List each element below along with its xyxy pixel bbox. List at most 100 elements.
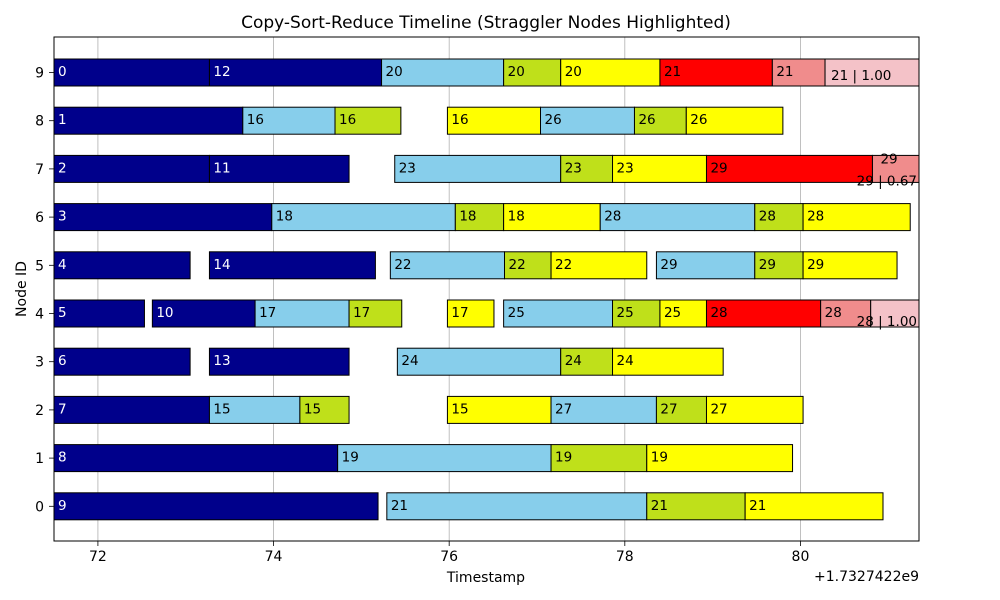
bar-label: 26 [545, 112, 562, 128]
timeline-bar [504, 251, 552, 280]
bar-label: 8 [58, 450, 67, 466]
timeline-bar [446, 395, 552, 424]
bar-label: 3 [58, 209, 67, 225]
y-tick-label: 1 [35, 451, 44, 467]
timeline-bar [53, 395, 210, 424]
timeline-bar [802, 203, 911, 232]
plot-frame [53, 36, 920, 542]
timeline-bar [503, 299, 614, 328]
y-tick-label: 2 [35, 403, 44, 419]
timeline-bar [870, 299, 920, 328]
timeline-bar [599, 203, 756, 232]
bar-label: 12 [213, 64, 230, 80]
timeline-bar [271, 203, 456, 232]
timeline-bar [208, 347, 350, 376]
timeline-bar [208, 154, 350, 183]
timeline-bar [53, 299, 145, 328]
labels-layer: 0 12 20 20 20 21 21 21 | 1.001 16 16 16 26 26 262 11 23… [58, 64, 917, 514]
bar-label: 21 [651, 498, 668, 514]
bar-label: 21 | 1.00 [831, 68, 891, 84]
timeline-bar [454, 203, 505, 232]
timeline-bar [754, 203, 804, 232]
bar-label: 20 [386, 64, 403, 80]
bar-label: 29 [710, 160, 727, 176]
bar-label: 17 [353, 305, 370, 321]
bar-label: 27 [660, 401, 677, 417]
timeline-bar [655, 251, 756, 280]
timeline-bar [53, 154, 210, 183]
bar-label: 24 [617, 353, 634, 369]
bar-label: 15 [213, 401, 230, 417]
bar-label: 2 [58, 160, 67, 176]
bar-label: 26 [690, 112, 707, 128]
bar-label: 7 [58, 401, 67, 417]
bar-label: 6 [58, 353, 67, 369]
timeline-bar [659, 58, 773, 87]
bar-label: 21 [749, 498, 766, 514]
timeline-bar [396, 347, 562, 376]
bar-label: 29 [807, 257, 824, 273]
timeline-bar [53, 492, 379, 521]
bar-label: 24 [401, 353, 418, 369]
y-tick-label: 7 [35, 162, 44, 178]
bar-label: 15 [304, 401, 321, 417]
bar-label: 23 [399, 160, 416, 176]
timeline-bar [446, 299, 495, 328]
y-tick-label: 5 [35, 258, 44, 274]
timeline-bar [633, 106, 687, 135]
y-tick-label: 8 [35, 114, 44, 130]
timeline-bar [824, 58, 920, 87]
bar-label: 0 [58, 64, 67, 80]
bar-label: 19 [342, 450, 359, 466]
bar-label: 29 [759, 257, 776, 273]
bar-label: 25 [508, 305, 525, 321]
timeline-bar [659, 299, 707, 328]
y-tick-label: 9 [35, 66, 44, 82]
bar-label: 16 [339, 112, 356, 128]
bar-label: 28 [710, 305, 727, 321]
timeline-bar [705, 299, 822, 328]
timeline-bar [334, 106, 402, 135]
bar-label: 5 [58, 305, 67, 321]
timeline-bar [540, 106, 635, 135]
timeline-bar [685, 106, 784, 135]
x-tick-label: 78 [616, 549, 634, 565]
bar-label: 22 [394, 257, 411, 273]
timeline-bar [53, 106, 244, 135]
bar-label: 25 [664, 305, 681, 321]
x-axis-ticks: 72 74 76 78 80 [89, 541, 809, 565]
bar-label: 27 [710, 401, 727, 417]
x-offset-label: +1.7327422e9 [814, 569, 919, 585]
timeline-bar [655, 395, 707, 424]
timeline-bar [744, 492, 884, 521]
bar-label: 24 [565, 353, 582, 369]
y-axis-ticks: 0 1 2 3 4 5 6 7 8 9 [35, 66, 54, 515]
bar-label: 1 [58, 112, 67, 128]
chart-title: Copy-Sort-Reduce Timeline (Straggler Nod… [241, 13, 731, 33]
x-tick-label: 72 [89, 549, 107, 565]
bar-label: 17 [451, 305, 468, 321]
timeline-bar [53, 347, 191, 376]
bar-label: 13 [213, 353, 230, 369]
bar-label: 19 [651, 450, 668, 466]
timeline-bar [348, 299, 403, 328]
y-tick-label: 0 [35, 499, 44, 515]
timeline-bar [550, 395, 657, 424]
bar-label: 22 [509, 257, 526, 273]
timeline-bar [802, 251, 898, 280]
timeline-bar [612, 299, 661, 328]
bar-label: 28 | 1.00 [857, 314, 917, 330]
timeline-bar [53, 251, 191, 280]
bar-label: 28 [825, 305, 842, 321]
bar-label: 18 [276, 209, 293, 225]
bar-label: 29 [660, 257, 677, 273]
timeline-bar [208, 58, 383, 87]
bar-label: 25 [617, 305, 634, 321]
bar-label: 20 [565, 64, 582, 80]
y-tick-label: 6 [35, 210, 44, 226]
timeline-bar [705, 395, 804, 424]
bar-label: 23 [565, 160, 582, 176]
bar-label: 17 [259, 305, 276, 321]
timeline-bar [550, 444, 648, 473]
bar-label: 18 [459, 209, 476, 225]
